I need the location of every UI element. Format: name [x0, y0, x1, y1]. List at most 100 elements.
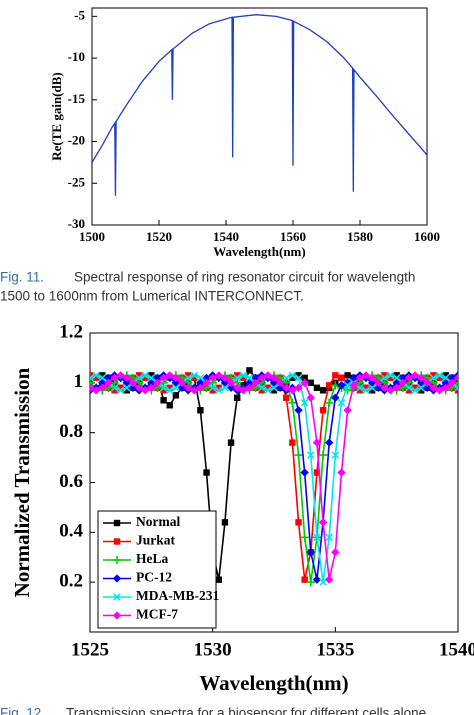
legend-marker — [113, 593, 121, 601]
marker — [325, 575, 334, 584]
series-line — [92, 14, 427, 196]
marker — [165, 386, 174, 395]
caption-label: Fig. 12. — [0, 706, 45, 715]
marker — [98, 374, 107, 382]
marker — [313, 469, 321, 476]
x-tick-label: 1525 — [71, 639, 109, 660]
marker — [435, 386, 444, 395]
marker — [312, 438, 322, 447]
y-tick-label: -15 — [68, 91, 86, 106]
marker — [398, 378, 407, 387]
marker — [319, 387, 327, 394]
plot-area — [90, 367, 458, 587]
x-tick-label: 1520 — [146, 229, 172, 244]
marker — [313, 384, 321, 392]
marker — [325, 398, 334, 407]
marker — [288, 371, 297, 380]
y-axis-label: Normalized Transmission — [10, 367, 34, 597]
legend-marker — [112, 574, 122, 583]
y-axis-label: Re(TE gain(dB) — [49, 72, 64, 160]
marker — [234, 394, 241, 401]
marker — [325, 533, 333, 542]
marker — [221, 519, 229, 526]
marker — [405, 387, 413, 394]
marker — [190, 386, 199, 395]
marker — [226, 383, 236, 392]
marker — [196, 383, 205, 392]
marker — [221, 384, 229, 392]
marker — [454, 384, 458, 392]
marker — [289, 439, 296, 446]
marker — [386, 386, 395, 395]
marker — [410, 371, 420, 380]
marker — [337, 399, 346, 407]
marker — [306, 578, 315, 587]
legend-label: PC-12 — [136, 570, 172, 585]
marker — [430, 372, 437, 379]
marker — [134, 383, 144, 392]
marker — [343, 381, 352, 390]
marker — [294, 383, 303, 392]
marker — [172, 384, 180, 392]
marker — [306, 548, 315, 557]
marker — [239, 386, 248, 395]
marker — [318, 450, 328, 460]
marker — [90, 374, 94, 382]
marker — [165, 371, 174, 380]
marker — [141, 371, 149, 380]
marker — [147, 383, 156, 392]
marker — [257, 384, 266, 392]
marker — [233, 374, 241, 382]
marker — [90, 378, 95, 387]
marker — [269, 373, 279, 383]
legend-label: HeLa — [136, 551, 168, 566]
x-tick-label: 1600 — [414, 229, 440, 244]
marker — [184, 372, 192, 379]
marker — [307, 379, 314, 387]
marker — [128, 383, 138, 392]
y-tick-label: 0.2 — [59, 571, 83, 592]
marker — [386, 371, 395, 380]
marker — [435, 371, 444, 380]
marker — [441, 383, 450, 392]
marker — [368, 384, 376, 392]
marker — [331, 548, 340, 557]
legend-label: Normal — [136, 514, 180, 529]
marker — [294, 374, 303, 382]
legend-label: Jurkat — [136, 533, 176, 548]
marker — [404, 373, 414, 383]
x-tick-label: 1530 — [194, 639, 232, 660]
marker — [447, 378, 457, 387]
caption-text: 1500 to 1600nm from Lumerical INTERCONNE… — [0, 289, 304, 304]
marker — [411, 386, 419, 395]
marker — [160, 387, 167, 394]
marker — [116, 371, 125, 380]
marker — [214, 371, 223, 380]
marker — [344, 372, 351, 379]
legend-marker — [112, 611, 122, 620]
marker — [362, 386, 370, 395]
legend-marker — [112, 555, 122, 565]
marker — [171, 373, 181, 383]
marker — [99, 372, 106, 379]
marker — [282, 383, 291, 392]
marker — [295, 519, 302, 526]
marker — [148, 372, 155, 379]
x-tick-label: 1560 — [280, 229, 306, 244]
marker — [111, 387, 118, 394]
marker — [190, 371, 199, 380]
marker — [294, 406, 303, 415]
marker — [337, 381, 346, 390]
y-tick-label: -25 — [68, 174, 86, 189]
x-tick-label: 1540 — [213, 229, 239, 244]
marker — [239, 371, 248, 380]
marker — [362, 384, 370, 392]
marker — [270, 387, 278, 394]
marker — [300, 399, 309, 407]
caption-label: Fig. 11. — [0, 270, 44, 285]
marker — [92, 371, 100, 380]
marker — [380, 383, 389, 392]
marker — [300, 468, 309, 477]
marker — [288, 398, 297, 407]
marker — [423, 378, 432, 387]
